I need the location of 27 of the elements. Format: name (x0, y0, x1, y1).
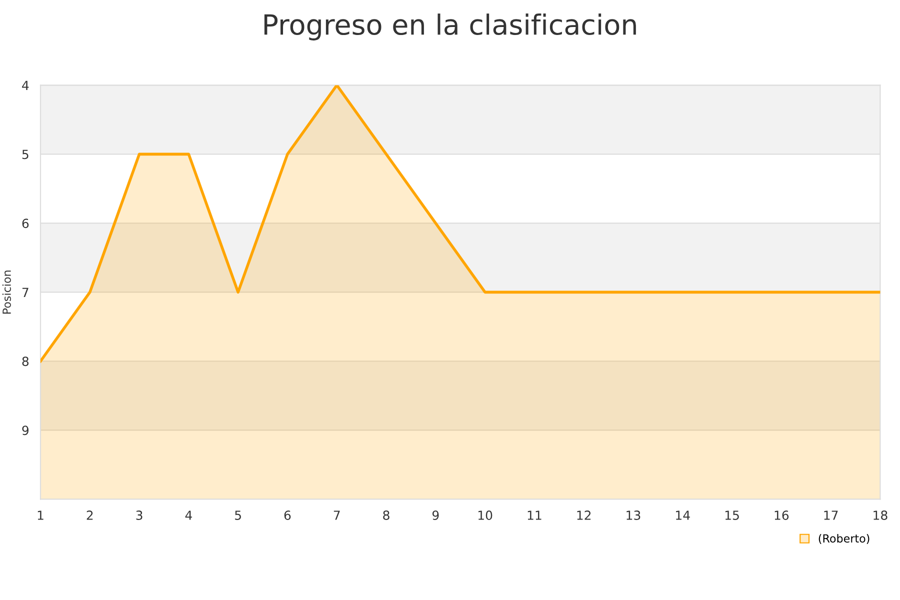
y-tick-label: 4 (22, 80, 29, 90)
x-tick-label: 18 (874, 510, 888, 520)
x-tick-label: 8 (383, 510, 390, 520)
x-tick-label: 9 (432, 510, 439, 520)
x-tick-label: 16 (774, 510, 789, 520)
y-tick-label: 9 (22, 426, 29, 436)
legend-label: (Roberto) (818, 534, 870, 544)
x-tick-label: 1 (38, 510, 44, 520)
x-tick-label: 2 (86, 510, 93, 520)
x-tick-label: 3 (136, 510, 142, 520)
y-tick-label: 8 (22, 356, 29, 366)
x-tick-label: 17 (824, 510, 838, 520)
x-tick-label: 14 (676, 510, 690, 520)
x-tick-label: 10 (478, 510, 492, 520)
x-tick-label: 7 (334, 510, 340, 520)
x-tick-label: 15 (725, 510, 739, 520)
y-tick-label: 7 (22, 288, 28, 297)
x-tick-label: 11 (528, 510, 542, 520)
x-tick-label: 6 (284, 510, 291, 520)
y-tick-label: 6 (22, 218, 29, 228)
y-axis-title: Posicion (2, 270, 11, 314)
x-tick-label: 4 (185, 510, 192, 520)
chart-title: Progreso en la clasificacion (264, 14, 636, 40)
y-tick-label: 5 (22, 150, 28, 160)
x-tick-label: 12 (577, 510, 591, 520)
x-tick-label: 13 (626, 510, 640, 520)
x-tick-label: 5 (235, 510, 241, 520)
